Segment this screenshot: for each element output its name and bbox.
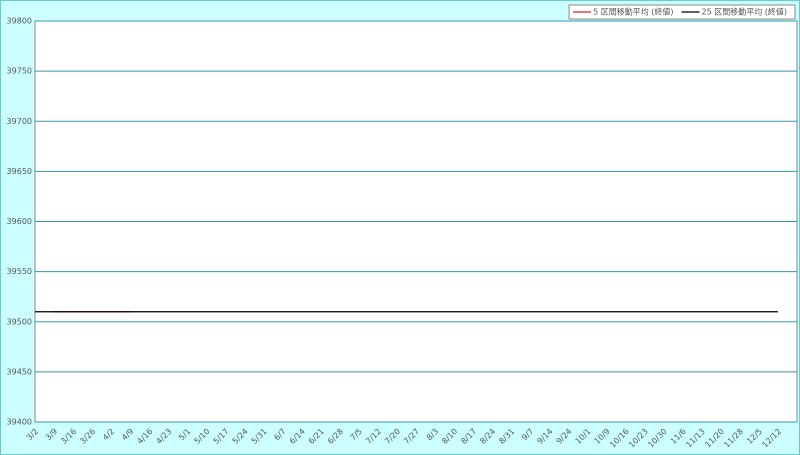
y-tick-label: 39750 — [7, 67, 32, 76]
y-tick-label: 39650 — [7, 167, 32, 176]
y-tick-label: 39800 — [7, 17, 32, 26]
y-tick-label: 39400 — [7, 418, 32, 427]
y-tick-label: 39550 — [7, 267, 32, 276]
y-tick-label: 39600 — [7, 217, 32, 226]
legend-label: 25 区間移動平均 (終値) — [701, 7, 787, 17]
legend-label: 5 区間移動平均 (終値) — [593, 7, 673, 17]
y-tick-label: 39450 — [7, 367, 32, 376]
y-tick-label: 39700 — [7, 117, 32, 126]
y-tick-label: 39500 — [7, 317, 32, 326]
